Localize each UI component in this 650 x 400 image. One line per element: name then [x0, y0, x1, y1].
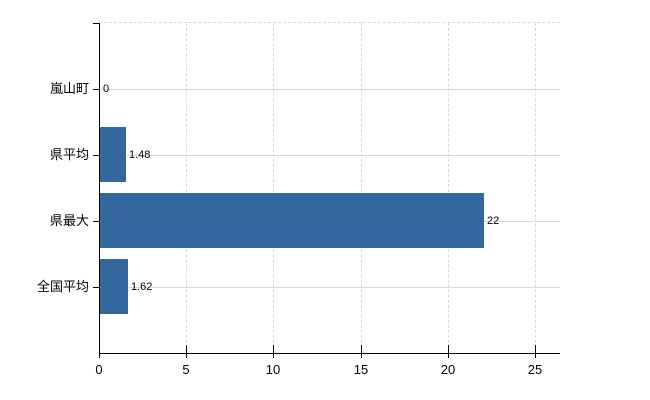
gridline-vertical — [361, 23, 362, 353]
x-tick-mark — [448, 345, 449, 358]
gridline-vertical — [273, 23, 274, 353]
gridline-horizontal — [99, 287, 560, 288]
value-label: 22 — [487, 215, 500, 227]
y-tick-mark — [93, 221, 99, 222]
gridline-horizontal — [99, 89, 560, 90]
value-label: 1.62 — [131, 281, 153, 293]
x-tick-mark — [186, 345, 187, 358]
y-tick-mark — [93, 155, 99, 156]
bar-3 — [100, 193, 484, 248]
gridline-vertical — [448, 23, 449, 353]
category-label: 嵐山町 — [49, 81, 89, 96]
bar-2 — [100, 127, 126, 182]
x-tick-mark — [535, 345, 536, 358]
bar-4 — [100, 259, 128, 314]
x-tick-mark — [99, 345, 100, 358]
x-tick-mark — [273, 345, 274, 358]
x-tick-mark — [361, 345, 362, 358]
value-label: 0 — [103, 83, 110, 95]
x-tick-label: 25 — [527, 362, 543, 377]
x-axis — [99, 353, 560, 354]
category-label: 全国平均 — [36, 279, 89, 294]
gridline-vertical — [186, 23, 187, 353]
y-tick-mark — [93, 89, 99, 90]
gridline-horizontal — [99, 155, 560, 156]
plot-top-border — [99, 22, 560, 23]
value-label: 1.48 — [129, 149, 151, 161]
category-label: 県平均 — [49, 147, 89, 162]
y-axis — [99, 23, 100, 354]
x-tick-label: 15 — [353, 362, 369, 377]
gridline-vertical — [535, 23, 536, 353]
x-tick-label: 5 — [182, 362, 190, 377]
y-tick-mark — [93, 23, 99, 24]
category-label: 県最大 — [49, 213, 89, 228]
x-tick-label: 20 — [440, 362, 456, 377]
y-tick-mark — [93, 287, 99, 288]
x-tick-label: 10 — [265, 362, 281, 377]
x-tick-label: 0 — [95, 362, 103, 377]
